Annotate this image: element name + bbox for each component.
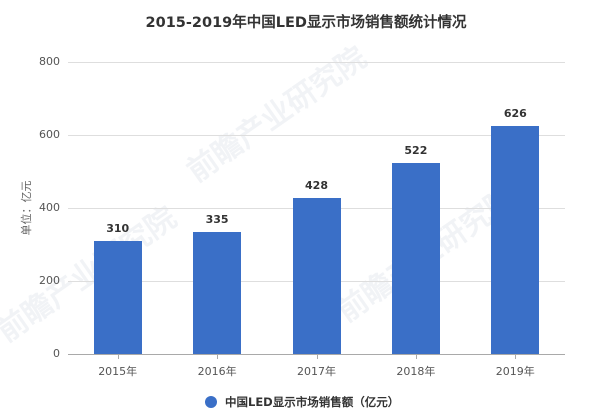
- x-tick-mark: [415, 354, 417, 359]
- y-axis-label: 单位：亿元: [20, 180, 33, 236]
- bar[interactable]: [193, 231, 242, 354]
- bar[interactable]: [93, 240, 142, 354]
- x-tick-mark: [515, 354, 517, 359]
- gridline-800: [68, 62, 565, 63]
- y-tick-label: 0: [53, 347, 60, 360]
- bar-value-label: 310: [106, 221, 130, 235]
- bar-value-label: 626: [503, 106, 527, 120]
- y-tick-label: 600: [39, 128, 60, 141]
- y-tick-label: 800: [39, 55, 60, 68]
- bar-value-label: 522: [404, 144, 428, 158]
- legend-label: 中国LED显示市场销售额（亿元）: [225, 395, 400, 409]
- bar-value-label: 335: [205, 212, 229, 226]
- x-tick-label: 2018年: [396, 365, 436, 378]
- bar[interactable]: [391, 163, 440, 354]
- gridline-600: [68, 135, 565, 136]
- x-tick-mark: [117, 354, 119, 359]
- bar-value-label: 428: [305, 178, 328, 192]
- x-tick-label: 2015年: [98, 365, 138, 378]
- x-tick-mark: [316, 354, 318, 359]
- y-tick-label: 400: [39, 201, 60, 214]
- y-tick-label: 200: [39, 274, 60, 287]
- legend-marker-icon: [205, 396, 217, 408]
- x-tick-label: 2019年: [495, 365, 535, 378]
- legend[interactable]: 中国LED显示市场销售额（亿元）: [205, 394, 399, 410]
- x-tick-label: 2017年: [297, 365, 336, 378]
- bar[interactable]: [491, 125, 540, 354]
- x-tick-mark: [217, 354, 219, 359]
- bar[interactable]: [292, 197, 341, 354]
- x-tick-label: 2016年: [197, 365, 237, 378]
- chart-title: 2015-2019年中国LED显示市场销售额统计情况: [145, 15, 467, 31]
